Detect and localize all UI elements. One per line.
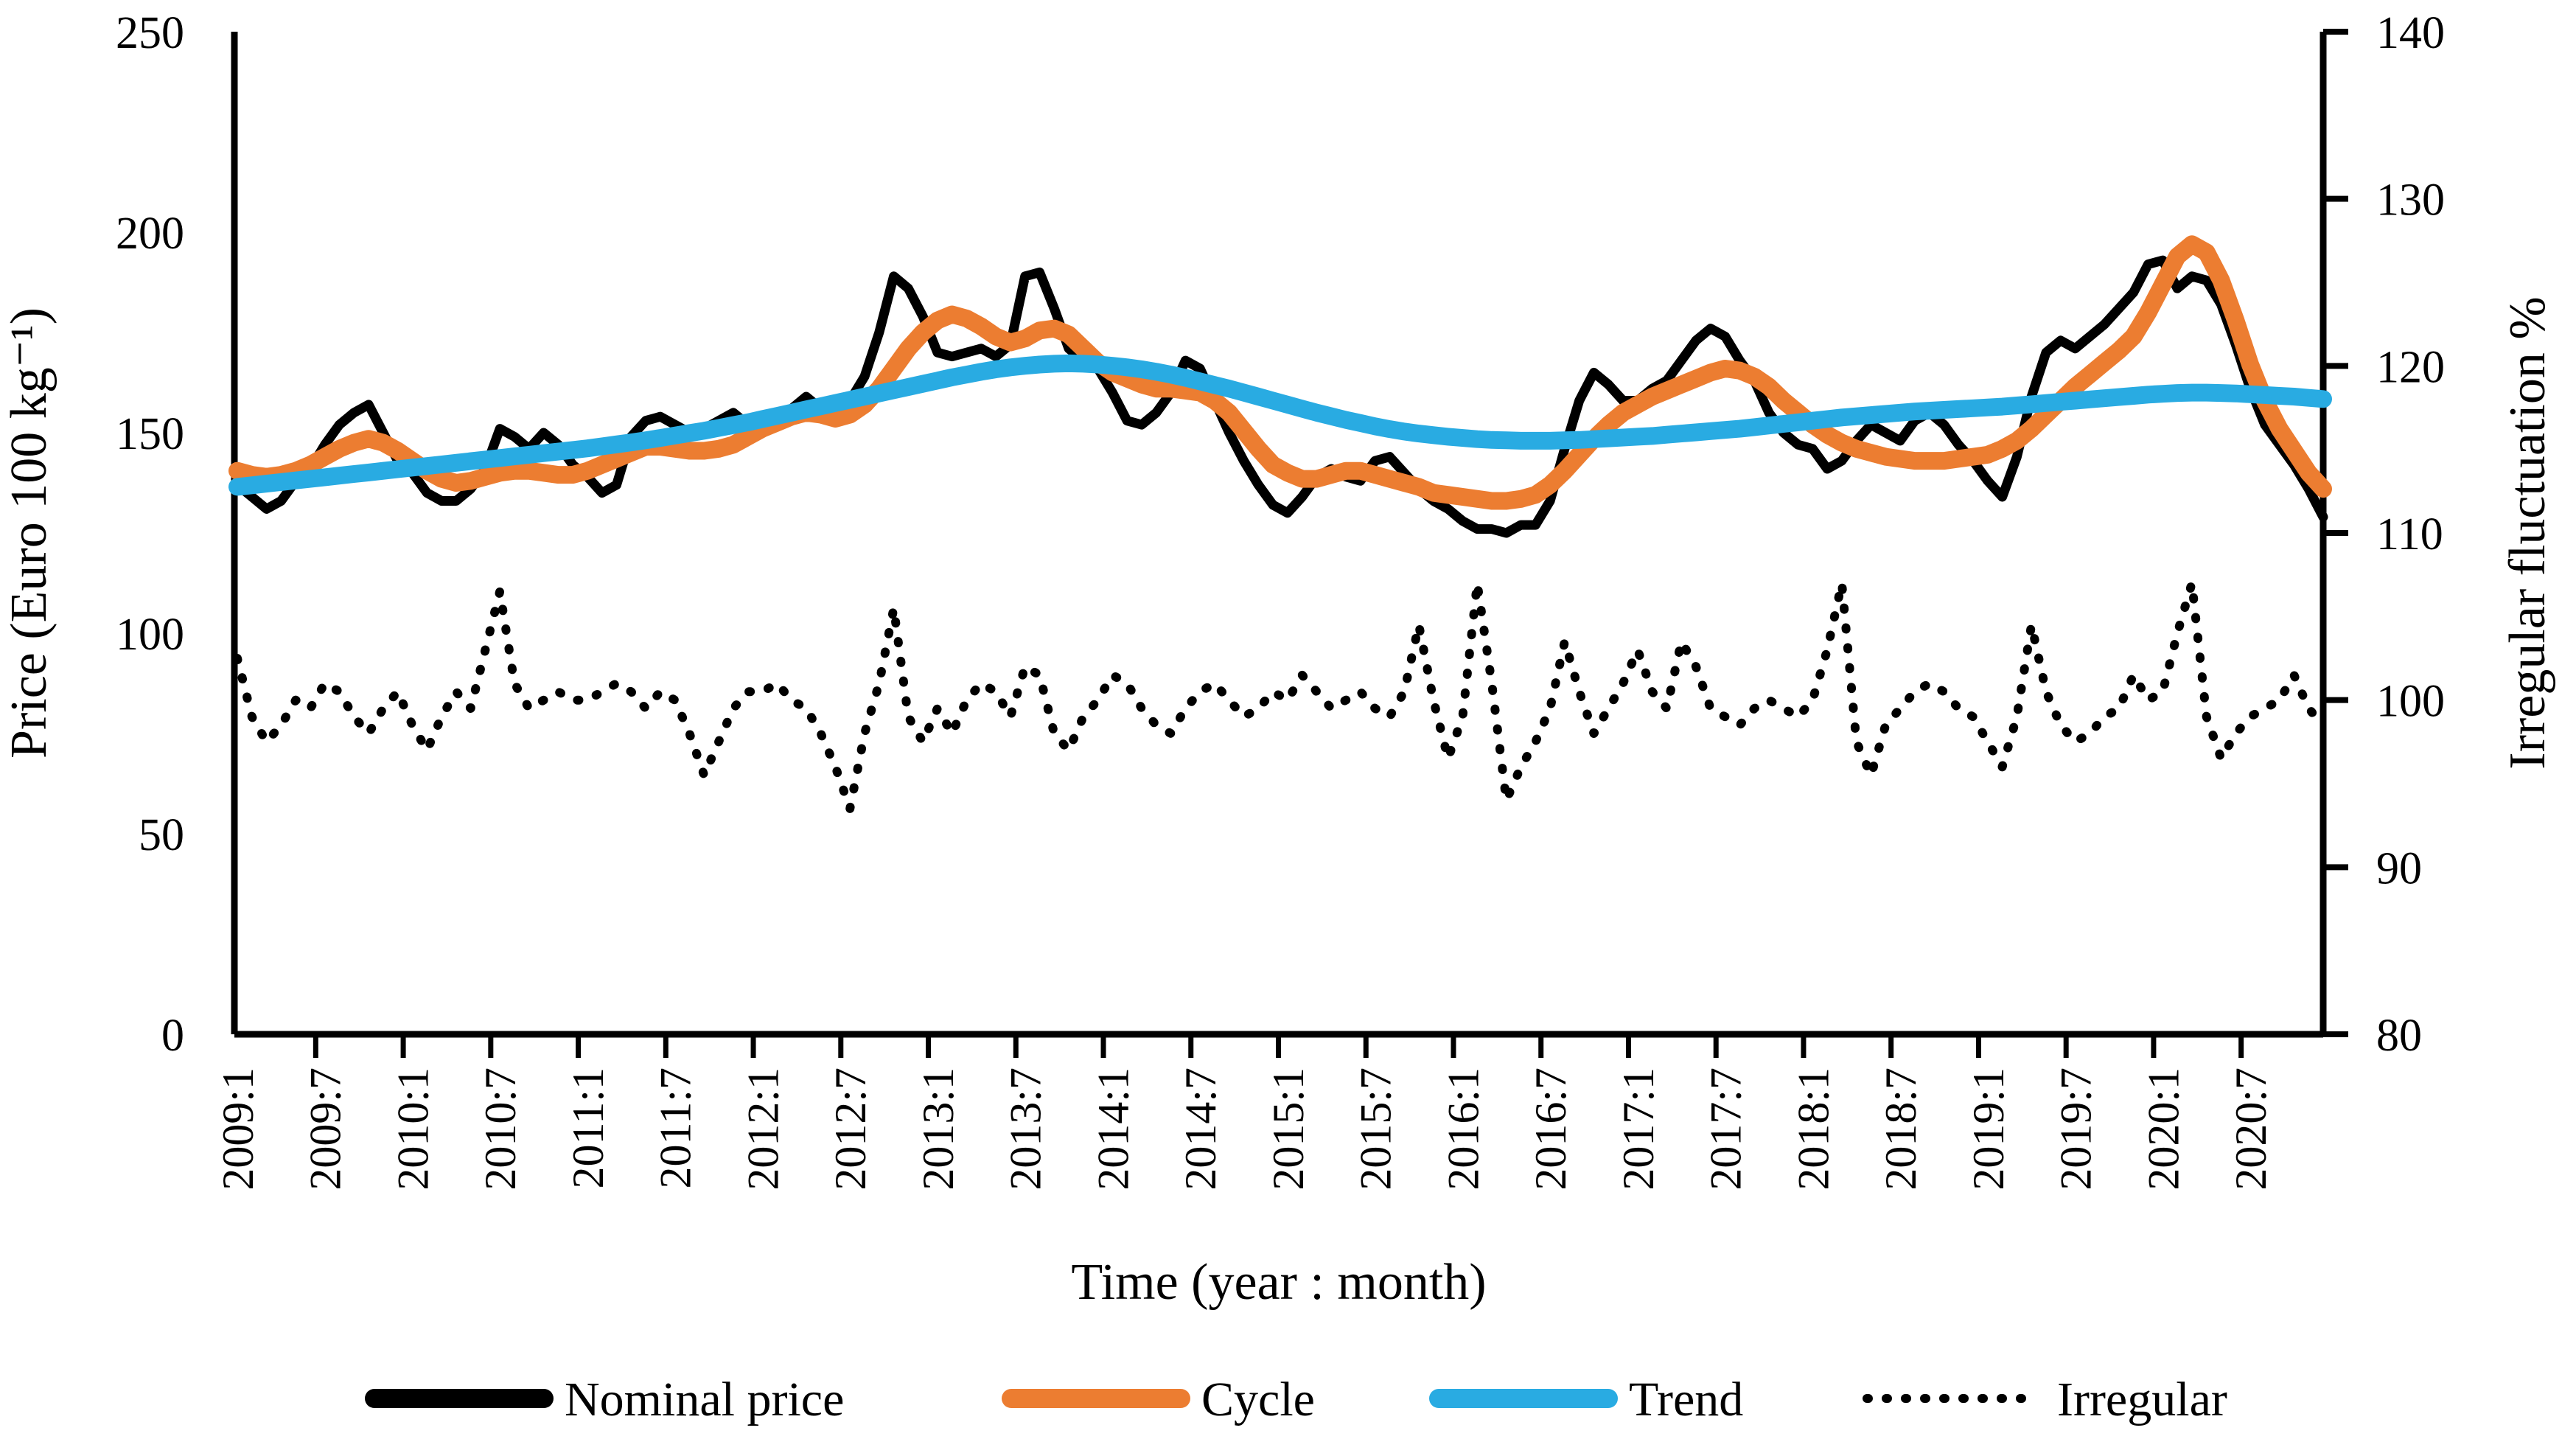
x-tick-label: 2016:7 — [1526, 1067, 1575, 1191]
x-tick-label: 2015:1 — [1264, 1067, 1313, 1191]
right-tick-label: 120 — [2376, 342, 2445, 392]
left-tick-label: 0 — [161, 1011, 184, 1061]
right-axis-title: Irregular fluctuation % — [2499, 296, 2556, 769]
x-tick-label: 2009:7 — [301, 1067, 350, 1191]
x-tick-label: 2015:7 — [1352, 1067, 1400, 1191]
x-tick-label: 2010:1 — [388, 1067, 437, 1191]
x-tick-label: 2012:1 — [739, 1067, 787, 1191]
right-tick-label: 100 — [2376, 677, 2445, 727]
legend-label: Trend — [1629, 1373, 1743, 1426]
right-tick-label: 110 — [2376, 509, 2443, 560]
left-tick-label: 250 — [116, 8, 184, 58]
x-axis-title: Time (year : month) — [1071, 1254, 1486, 1311]
left-tick-label: 100 — [116, 610, 184, 660]
legend-item-nominal-price: Nominal price — [365, 1373, 844, 1426]
legend-item-irregular: Irregular — [1863, 1373, 2227, 1426]
left-tick-label: 150 — [116, 409, 184, 459]
x-tick-label: 2020:7 — [2227, 1067, 2275, 1191]
x-tick-label: 2014:1 — [1089, 1067, 1137, 1191]
x-tick-label: 2019:7 — [2052, 1067, 2101, 1191]
x-tick-label: 2018:1 — [1789, 1067, 1837, 1191]
left-tick-label: 200 — [116, 209, 184, 259]
x-tick-label: 2013:1 — [914, 1067, 963, 1191]
x-tick-label: 2017:1 — [1614, 1067, 1663, 1191]
x-tick-label: 2013:7 — [1002, 1067, 1050, 1191]
axes — [231, 32, 2327, 1038]
x-tick-label: 2018:7 — [1877, 1067, 1925, 1191]
left-axis-tick-labels: 0 50 100 150 200 250 — [116, 8, 184, 1061]
right-tick-label: 80 — [2376, 1011, 2422, 1061]
x-tick-label: 2019:1 — [1964, 1067, 2013, 1191]
x-tick-label: 2011:1 — [564, 1067, 612, 1188]
x-axis-ticks — [313, 1034, 2244, 1058]
x-tick-label: 2020:1 — [2139, 1067, 2188, 1191]
legend-label: Irregular — [2057, 1373, 2227, 1426]
x-tick-label: 2017:7 — [1702, 1067, 1751, 1191]
right-axis-ticks: 80 90 100 110 120 130 140 — [2323, 8, 2445, 1061]
series-trend — [228, 354, 2332, 496]
legend-item-trend: Trend — [1429, 1373, 1743, 1426]
x-tick-label: 2011:7 — [652, 1067, 700, 1188]
x-tick-label: 2010:7 — [476, 1067, 525, 1191]
legend: Nominal price Cycle Trend Irregular — [365, 1373, 2227, 1426]
series-irregular — [233, 579, 2328, 813]
legend-label: Cycle — [1201, 1373, 1315, 1426]
x-axis-tick-labels: 2009:1 2009:7 2010:1 2010:7 2011:1 2011:7 2012… — [214, 1067, 2275, 1191]
x-tick-label: 2016:1 — [1439, 1067, 1487, 1191]
x-tick-label: 2009:1 — [214, 1067, 262, 1191]
left-tick-label: 50 — [139, 810, 184, 860]
x-tick-label: 2014:7 — [1176, 1067, 1225, 1191]
series-cycle — [228, 235, 2332, 510]
right-tick-label: 140 — [2376, 8, 2445, 58]
legend-label: Nominal price — [565, 1373, 844, 1426]
right-tick-label: 130 — [2376, 175, 2445, 226]
right-tick-label: 90 — [2376, 843, 2422, 893]
x-tick-label: 2012:7 — [826, 1067, 875, 1191]
left-axis-title: Price (Euro 100 kg⁻¹) — [1, 307, 57, 759]
legend-item-cycle: Cycle — [1002, 1373, 1315, 1426]
